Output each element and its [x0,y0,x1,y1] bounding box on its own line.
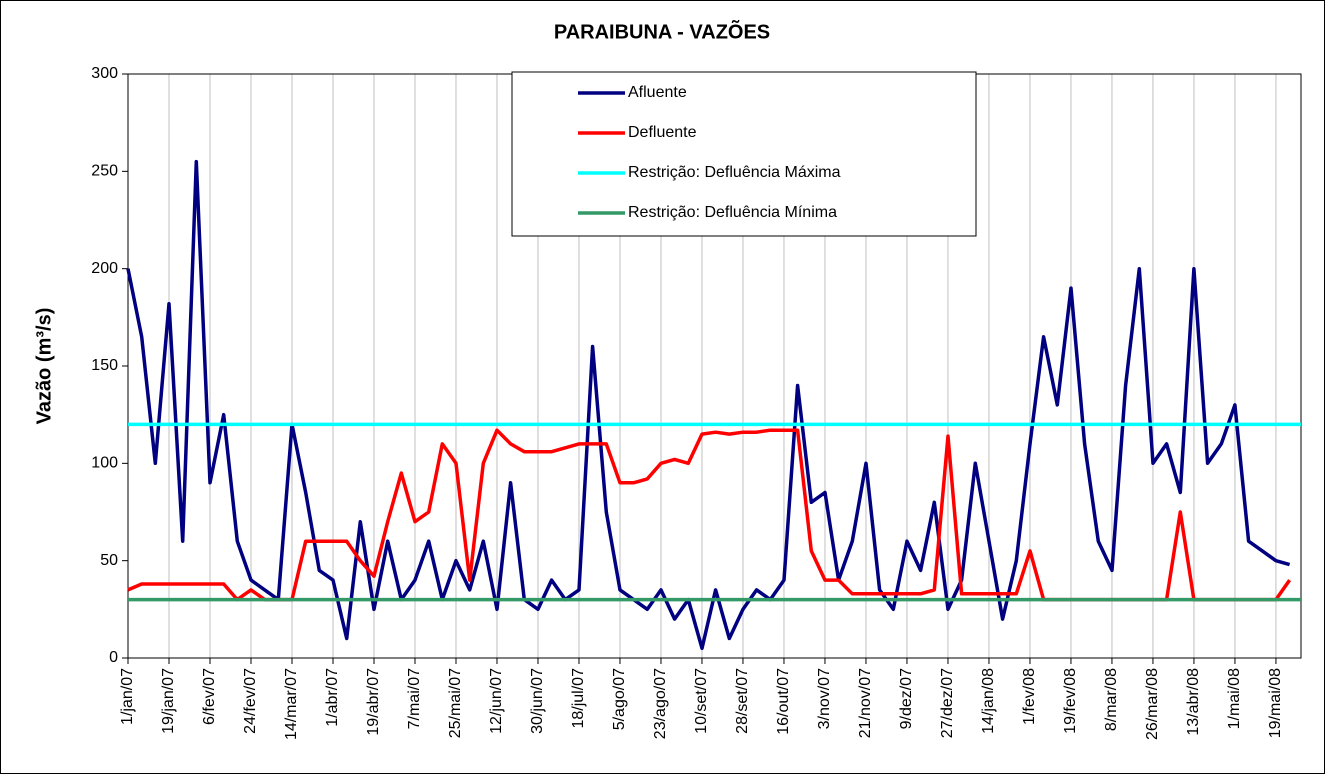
x-tick-label: 13/abr/08 [1185,668,1202,736]
x-tick-label: 16/out/07 [775,668,792,735]
y-tick-label: 100 [91,455,118,472]
x-tick-label: 1/abr/07 [324,668,341,727]
series-line [126,159,1291,651]
legend-label: Restrição: Defluência Mínima [628,204,837,221]
x-tick-label: 14/jan/08 [980,668,997,734]
legend-label: Defluente [628,124,697,141]
x-tick-label: 19/fev/08 [1062,668,1079,734]
x-tick-label: 1/fev/08 [1021,668,1038,725]
x-tick-label: 10/set/07 [693,668,710,734]
x-tick-label: 21/nov/07 [857,668,874,738]
y-tick-label: 0 [109,649,118,666]
y-tick-label: 300 [91,65,118,82]
x-tick-label: 24/fev/07 [242,668,259,734]
x-tick-label: 6/fev/07 [201,668,218,725]
x-tick-label: 12/jun/07 [488,668,505,734]
legend-box [511,71,977,237]
x-tick-label: 5/ago/07 [611,668,628,730]
x-tick-label: 19/mai/08 [1267,668,1284,738]
y-tick-label: 150 [91,357,118,374]
y-axis-label: Vazão (m³/s) [33,308,55,425]
legend-label: Restrição: Defluência Máxima [628,164,841,181]
x-tick-label: 14/mar/07 [283,668,300,740]
x-tick-label: 18/jul/07 [570,668,587,729]
x-tick-label: 25/mai/07 [447,668,464,738]
x-tick-label: 8/mar/08 [1103,668,1120,731]
x-tick-label: 9/dez/07 [898,668,915,729]
y-tick-label: 200 [91,260,118,277]
x-tick-label: 3/nov/07 [816,668,833,729]
y-tick-label: 250 [91,163,118,180]
x-tick-label: 27/dez/07 [939,668,956,738]
x-tick-label: 26/mar/08 [1144,668,1161,740]
y-tick-label: 50 [100,552,118,569]
legend-label: Afluente [628,84,687,101]
x-tick-label: 7/mai/07 [406,668,423,729]
x-tick-label: 1/mai/08 [1226,668,1243,729]
x-tick-label: 23/ago/07 [652,668,669,739]
x-tick-label: 30/jun/07 [529,668,546,734]
x-tick-label: 19/abr/07 [365,668,382,736]
x-tick-label: 28/set/07 [734,668,751,734]
chart-title: PARAIBUNA - VAZÕES [554,19,770,43]
x-tick-label: 19/jan/07 [160,668,177,734]
x-tick-label: 1/jan/07 [119,668,136,725]
